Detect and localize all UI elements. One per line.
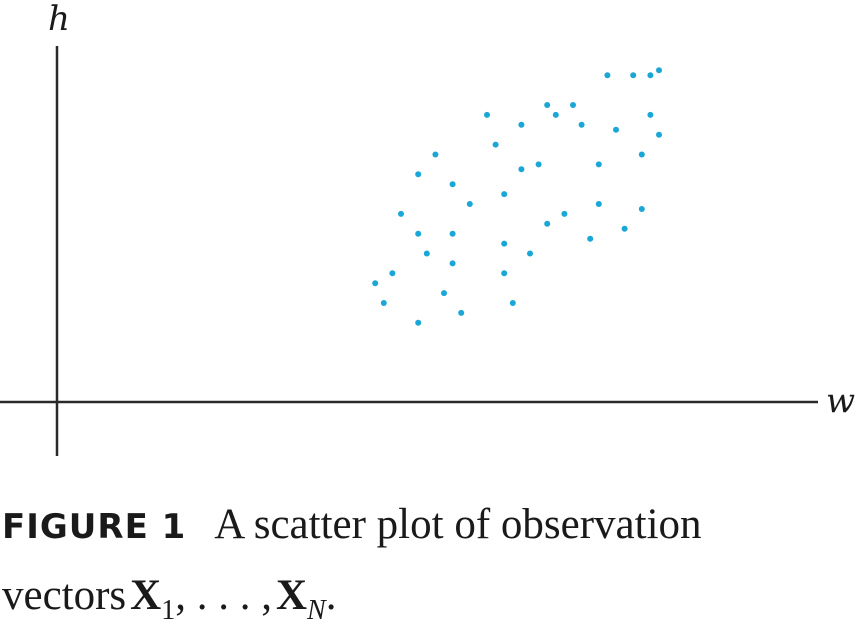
subscript-first: 1	[161, 595, 176, 626]
data-point	[647, 111, 654, 118]
data-point	[518, 166, 525, 173]
figure-caption: FIGURE 1 A scatter plot of observation ve…	[2, 494, 860, 636]
data-point	[552, 111, 559, 118]
caption-end: .	[325, 572, 337, 619]
data-point	[509, 300, 516, 306]
data-point	[492, 141, 499, 148]
data-point	[613, 126, 619, 133]
data-point	[518, 121, 525, 128]
data-point	[656, 131, 662, 138]
data-point	[621, 225, 628, 232]
data-point	[578, 121, 585, 128]
data-point	[389, 270, 396, 277]
caption-separator: , . . . ,	[175, 572, 272, 619]
data-point	[501, 191, 508, 198]
data-point	[449, 230, 456, 237]
data-point	[656, 67, 662, 74]
caption-line-1: FIGURE 1 A scatter plot of observation	[2, 494, 860, 565]
vector-symbol-first: X	[130, 572, 162, 619]
data-point	[423, 250, 430, 257]
data-point	[449, 260, 456, 267]
data-point	[647, 72, 654, 79]
data-point	[570, 102, 576, 108]
data-point	[527, 250, 533, 257]
data-point	[380, 300, 387, 306]
figure-label: FIGURE 1	[2, 507, 187, 547]
caption-line-2: vectors X1, . . . , XN.	[2, 565, 860, 636]
data-point	[544, 102, 551, 108]
y-axis-label: h	[48, 0, 70, 39]
data-point	[484, 111, 490, 118]
data-point	[466, 201, 473, 207]
data-point	[638, 206, 645, 212]
data-point	[501, 270, 508, 277]
data-point	[372, 280, 379, 287]
caption-text: A scatter plot of observation	[214, 501, 702, 548]
data-point	[604, 72, 611, 79]
data-point	[544, 220, 551, 227]
data-point	[638, 151, 645, 158]
data-point	[415, 171, 422, 178]
data-point	[415, 319, 422, 326]
data-points	[372, 67, 662, 326]
data-point	[501, 240, 508, 247]
caption-prefix: vectors	[2, 572, 127, 619]
data-point	[630, 72, 637, 79]
data-point	[432, 151, 439, 158]
data-point	[449, 181, 456, 188]
data-point	[561, 210, 568, 217]
vector-symbol-last: X	[275, 572, 308, 619]
data-point	[398, 210, 404, 217]
data-point	[595, 201, 602, 207]
data-point	[535, 161, 542, 168]
x-axis-label: w	[826, 381, 855, 421]
data-point	[415, 230, 422, 237]
scatter-plot: h w	[0, 0, 855, 456]
data-point	[441, 290, 447, 297]
data-point	[595, 161, 602, 168]
data-point	[587, 235, 594, 242]
data-point	[458, 309, 465, 316]
subscript-last: N	[307, 595, 326, 626]
